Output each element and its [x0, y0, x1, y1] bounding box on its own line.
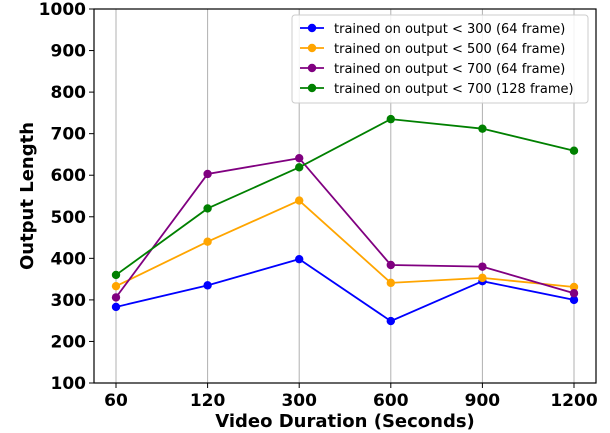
y-tick-label: 1000: [39, 0, 86, 20]
y-axis-ticks: 100 200 300 400 500 600 700 800 900 1000: [39, 0, 94, 394]
data-point: [569, 282, 579, 292]
y-tick-label: 100: [51, 374, 87, 394]
data-point: [386, 278, 395, 288]
series-lines: [111, 114, 579, 326]
data-point: [203, 281, 212, 290]
data-point: [569, 289, 579, 298]
data-point: [569, 146, 579, 155]
data-point: [111, 293, 121, 302]
data-point: [111, 270, 121, 280]
series-line: [115, 258, 575, 323]
y-tick-label: 400: [51, 249, 87, 269]
series-line: [115, 157, 575, 298]
legend-marker: [307, 23, 317, 33]
series-4: [111, 114, 579, 280]
data-point: [386, 316, 395, 326]
y-tick-label: 900: [51, 42, 87, 62]
data-point: [386, 114, 395, 124]
data-point: [203, 169, 212, 179]
x-axis-ticks: 60 120 300 600 900 1200: [104, 383, 598, 411]
x-tick-label: 600: [373, 391, 409, 411]
legend-label: trained on output < 700 (64 frame): [334, 62, 565, 77]
legend-label: trained on output < 300 (64 frame): [334, 22, 565, 37]
x-tick-label: 300: [281, 391, 317, 411]
y-tick-label: 600: [51, 166, 87, 186]
data-point: [478, 124, 487, 133]
legend-entry: trained on output < 700 (64 frame): [300, 62, 565, 77]
data-point: [295, 153, 304, 163]
legend-label: trained on output < 500 (64 frame): [334, 42, 565, 57]
data-point: [203, 237, 212, 246]
legend-entry: trained on output < 700 (128 frame): [300, 82, 574, 97]
y-tick-label: 200: [51, 332, 87, 352]
data-point: [111, 281, 121, 291]
data-point: [111, 302, 121, 312]
x-tick-label: 900: [465, 391, 501, 411]
legend-label: trained on output < 700 (128 frame): [334, 82, 574, 97]
x-axis-title: Video Duration (Seconds): [215, 411, 475, 432]
legend-items: trained on output < 300 (64 frame) traine…: [300, 22, 574, 97]
y-tick-label: 500: [51, 208, 87, 228]
series-line: [115, 199, 575, 288]
series-3: [111, 153, 579, 302]
legend-marker: [307, 83, 317, 93]
series-line: [115, 118, 575, 276]
legend-marker: [307, 43, 317, 53]
data-point: [569, 295, 579, 305]
x-tick-label: 1200: [550, 391, 597, 411]
y-tick-label: 300: [51, 291, 87, 311]
x-tick-label: 120: [190, 391, 226, 411]
legend-entry: trained on output < 500 (64 frame): [300, 42, 565, 57]
y-tick-label: 800: [51, 83, 87, 103]
legend: trained on output < 300 (64 frame) traine…: [291, 14, 589, 104]
data-point: [386, 260, 395, 270]
y-tick-label: 700: [51, 125, 87, 145]
data-point: [478, 273, 487, 283]
data-point: [295, 254, 304, 264]
legend-marker: [307, 63, 317, 73]
data-point: [478, 262, 487, 271]
x-tick-label: 60: [104, 391, 128, 411]
data-point: [203, 204, 212, 213]
series-2: [111, 196, 579, 292]
plot-area-frame: [93, 8, 597, 384]
data-point: [295, 196, 304, 205]
legend-box: [291, 14, 589, 104]
data-point: [295, 163, 304, 172]
legend-entry: trained on output < 300 (64 frame): [300, 22, 565, 37]
series-1: [111, 254, 579, 326]
y-axis-title: Output Length: [17, 122, 38, 270]
